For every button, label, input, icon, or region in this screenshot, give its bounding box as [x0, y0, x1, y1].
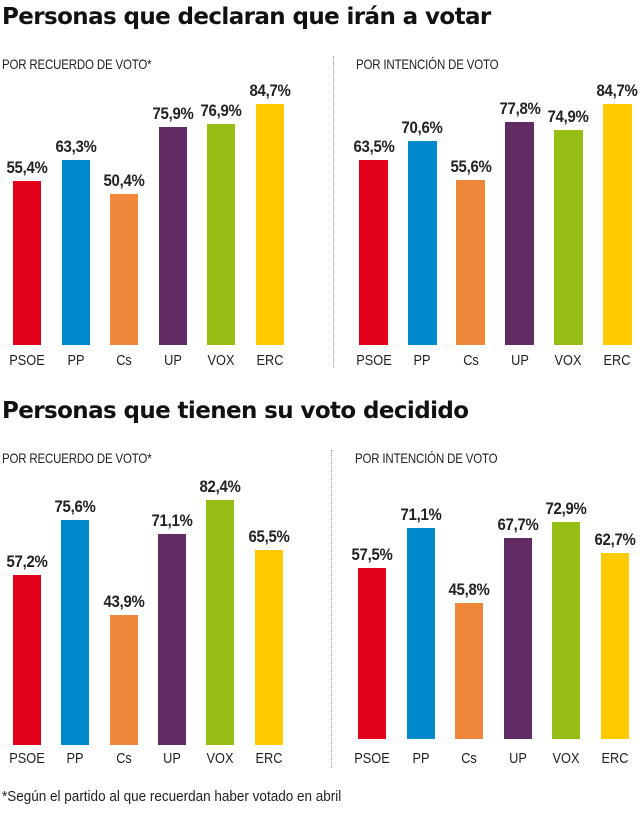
bar-vox — [552, 522, 581, 739]
bar-erc — [255, 103, 284, 345]
value-label: 57,2% — [6, 552, 48, 572]
top-section-title: Personas que declaran que irán a votar — [2, 4, 491, 30]
category-label: VOX — [206, 750, 234, 767]
category-label: ERC — [601, 750, 629, 767]
value-label: 65,5% — [247, 527, 290, 547]
bar-erc — [602, 103, 632, 345]
value-label: 84,7% — [596, 80, 638, 100]
category-label: ERC — [603, 352, 631, 369]
bar-pp — [61, 160, 90, 345]
bar-cs — [110, 194, 138, 345]
bottom-divider — [331, 450, 332, 768]
bar-psoe — [13, 575, 41, 745]
value-label: 55,6% — [450, 157, 492, 177]
bar-vox — [553, 129, 583, 345]
category-label: VOX — [554, 352, 582, 369]
category-label: UP — [510, 352, 529, 369]
category-label: ERC — [255, 750, 282, 767]
top-right-subtitle: POR INTENCIÓN DE VOTO — [356, 56, 499, 72]
category-label: PP — [66, 352, 85, 369]
value-label: 75,9% — [151, 103, 194, 123]
category-label: PSOE — [9, 750, 45, 767]
bar-cs — [455, 602, 484, 739]
category-label: Cs — [116, 352, 132, 369]
bar-pp — [407, 140, 437, 345]
value-label: 50,4% — [103, 171, 145, 191]
category-label: UP — [163, 750, 181, 767]
value-label: 43,9% — [103, 591, 145, 611]
bar-vox — [207, 124, 235, 345]
category-label: UP — [163, 352, 182, 369]
value-label: 74,9% — [547, 106, 589, 126]
category-label: Cs — [463, 352, 479, 369]
value-label: 57,5% — [351, 545, 393, 565]
category-label: PSOE — [355, 352, 392, 369]
bottom-section-title: Personas que tienen su voto decidido — [2, 398, 469, 424]
value-label: 45,8% — [448, 579, 490, 599]
bar-psoe — [13, 180, 41, 345]
value-label: 63,5% — [352, 136, 395, 156]
top-left-subtitle: POR RECUERDO DE VOTO* — [2, 56, 152, 72]
bar-erc — [601, 552, 629, 739]
bar-psoe — [359, 159, 388, 345]
category-label: PSOE — [9, 352, 45, 369]
value-label: 71,1% — [151, 510, 193, 530]
bottom-right-subtitle: POR INTENCIÓN DE VOTO — [355, 450, 498, 466]
category-label: PP — [413, 352, 431, 369]
value-label: 76,9% — [200, 101, 242, 121]
category-label: VOX — [207, 352, 235, 369]
category-label: VOX — [552, 750, 580, 767]
bar-pp — [406, 527, 435, 739]
value-label: 77,8% — [499, 98, 541, 118]
bar-up — [505, 121, 535, 345]
value-label: 75,6% — [54, 497, 96, 517]
bar-erc — [254, 550, 283, 745]
value-label: 70,6% — [401, 117, 443, 137]
bottom-left-subtitle: POR RECUERDO DE VOTO* — [2, 450, 152, 466]
value-label: 55,4% — [6, 157, 48, 177]
category-label: Cs — [115, 750, 132, 767]
value-label: 71,1% — [400, 504, 442, 524]
footnote: *Según el partido al que recuerdan haber… — [2, 788, 342, 805]
bar-up — [158, 126, 187, 345]
bar-vox — [206, 500, 235, 745]
value-label: 63,3% — [54, 137, 97, 157]
bar-up — [157, 533, 186, 745]
bar-cs — [109, 614, 138, 745]
category-label: UP — [508, 750, 527, 767]
value-label: 62,7% — [594, 529, 636, 549]
value-label: 84,7% — [248, 80, 291, 100]
category-label: ERC — [256, 352, 283, 369]
category-label: PP — [412, 750, 430, 767]
category-label: Cs — [461, 750, 477, 767]
category-label: PP — [66, 750, 84, 767]
value-label: 82,4% — [199, 477, 241, 497]
value-label: 67,7% — [497, 514, 539, 534]
bar-psoe — [358, 568, 386, 739]
bar-pp — [61, 520, 90, 745]
value-label: 72,9% — [545, 499, 587, 519]
bar-cs — [456, 180, 486, 345]
top-divider — [333, 56, 334, 368]
bar-up — [503, 537, 532, 739]
category-label: PSOE — [354, 750, 390, 767]
